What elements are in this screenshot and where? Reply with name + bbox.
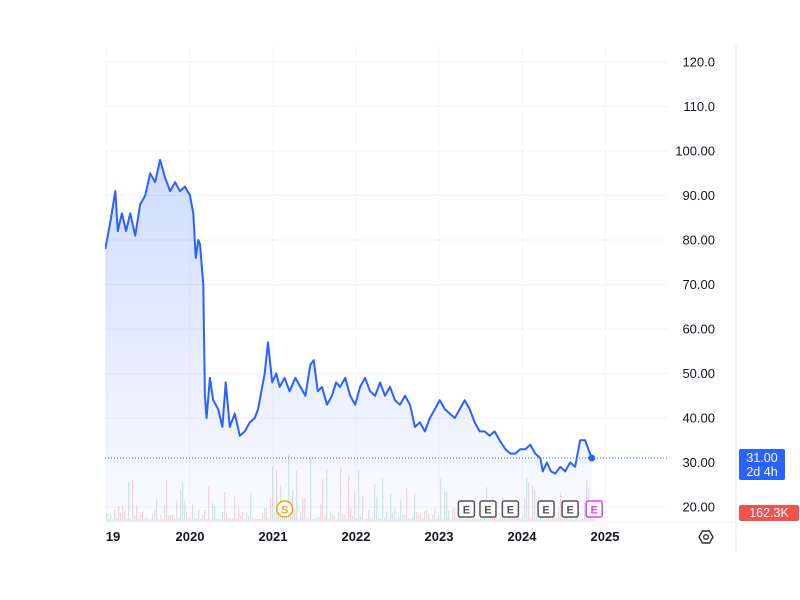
event-label: E [542, 505, 549, 517]
y-tick-label: 50.00 [682, 366, 715, 381]
price-line[interactable] [105, 158, 593, 475]
countdown-value: 2d 4h [746, 465, 777, 479]
y-tick-label: 20.00 [682, 500, 715, 515]
y-tick-label: 100.00 [675, 144, 715, 159]
event-label: E [566, 505, 573, 517]
x-tick-label: 2020 [176, 529, 205, 544]
y-tick-label: 60.00 [682, 322, 715, 337]
event-marker-split[interactable]: S [275, 500, 294, 518]
x-tick-label: 2024 [508, 529, 538, 544]
event-label: E [591, 505, 598, 517]
y-tick-label: 40.00 [682, 411, 715, 426]
time-axis[interactable]: 19 2020 2021 2022 2023 2024 2025 [106, 529, 620, 544]
event-label: S [281, 505, 288, 517]
volume-label: 162.3K [739, 505, 799, 521]
volume-bar [592, 518, 594, 522]
y-tick-label: 110.0 [683, 99, 715, 114]
y-tick-label: 80.00 [682, 233, 715, 248]
price-area-fill [105, 159, 592, 522]
x-tick-label: 2022 [342, 529, 371, 544]
last-price-label: 31.00 2d 4h [739, 449, 785, 480]
last-price-value: 31.00 [746, 451, 777, 465]
y-tick-label: 30.00 [682, 455, 715, 470]
event-marker-earnings[interactable]: E [585, 500, 603, 518]
y-tick-label: 90.00 [682, 188, 715, 203]
last-price-dot [588, 454, 596, 462]
x-tick-label: 2023 [425, 529, 454, 544]
event-marker-earnings[interactable]: E [479, 500, 497, 518]
event-label: E [484, 505, 491, 517]
event-marker-earnings[interactable]: E [561, 500, 579, 518]
volume-value: 162.3K [749, 506, 789, 520]
hexagon-gear-icon[interactable] [698, 530, 714, 544]
x-tick-label: 19 [106, 529, 120, 544]
event-marker-earnings[interactable]: E [501, 500, 520, 518]
event-marker-earnings[interactable]: E [537, 500, 555, 518]
x-tick-label: 2025 [591, 529, 620, 544]
y-tick-label: 120.0 [682, 55, 715, 70]
event-marker-earnings[interactable]: E [457, 500, 476, 518]
price-axis[interactable]: 20.00 30.00 40.00 50.00 60.00 70.00 80.00 90.00… [675, 55, 715, 515]
x-tick-label: 2021 [259, 529, 288, 544]
event-label: E [463, 505, 470, 517]
event-label: E [507, 505, 514, 517]
y-tick-label: 70.00 [682, 277, 715, 292]
